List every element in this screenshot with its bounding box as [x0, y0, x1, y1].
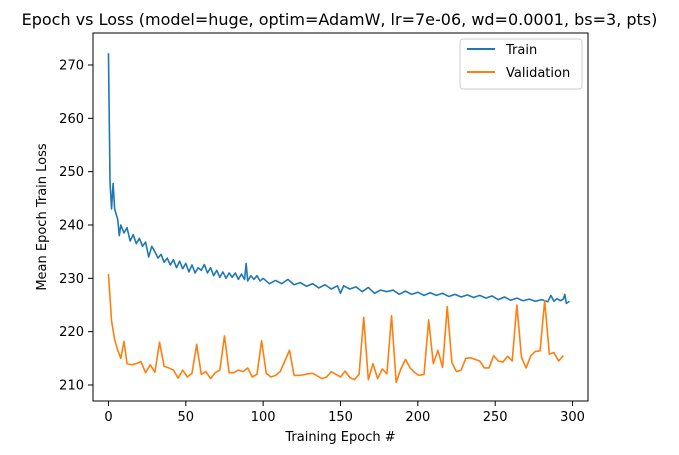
legend-label-train: Train [505, 43, 537, 58]
series-lines [107, 53, 570, 384]
x-axis-ticks: 0 50 100 150 200 250 300 [104, 401, 585, 425]
y-tick-label: 220 [59, 325, 84, 340]
x-tick-label: 100 [251, 410, 276, 425]
plot-frame [92, 32, 589, 402]
series-line-train [107, 53, 570, 305]
y-axis-label: Mean Epoch Train Loss [35, 143, 50, 291]
x-tick-label: 250 [483, 410, 508, 425]
x-tick-label: 300 [560, 410, 585, 425]
legend-label-validation: Validation [506, 66, 570, 81]
y-tick-label: 270 [59, 59, 84, 74]
y-tick-label: 210 [59, 379, 84, 394]
x-axis-label: Training Epoch # [284, 430, 395, 445]
y-tick-label: 250 [59, 165, 84, 180]
y-tick-label: 240 [59, 219, 84, 234]
plot-area: 0 50 100 150 200 250 300 210 220 230 240 250 260 270 [59, 32, 589, 425]
x-tick-label: 0 [104, 410, 112, 425]
legend: Train Validation [459, 38, 583, 90]
x-tick-label: 50 [178, 410, 195, 425]
series-line-validation [107, 274, 564, 384]
legend-box [459, 38, 583, 90]
y-tick-label: 230 [59, 272, 84, 287]
y-axis-ticks: 210 220 230 240 250 260 270 [59, 59, 93, 394]
x-tick-label: 200 [405, 410, 430, 425]
chart-title: Epoch vs Loss (model=huge, optim=AdamW, … [22, 10, 658, 29]
y-tick-label: 260 [59, 112, 84, 127]
x-tick-label: 150 [328, 410, 353, 425]
